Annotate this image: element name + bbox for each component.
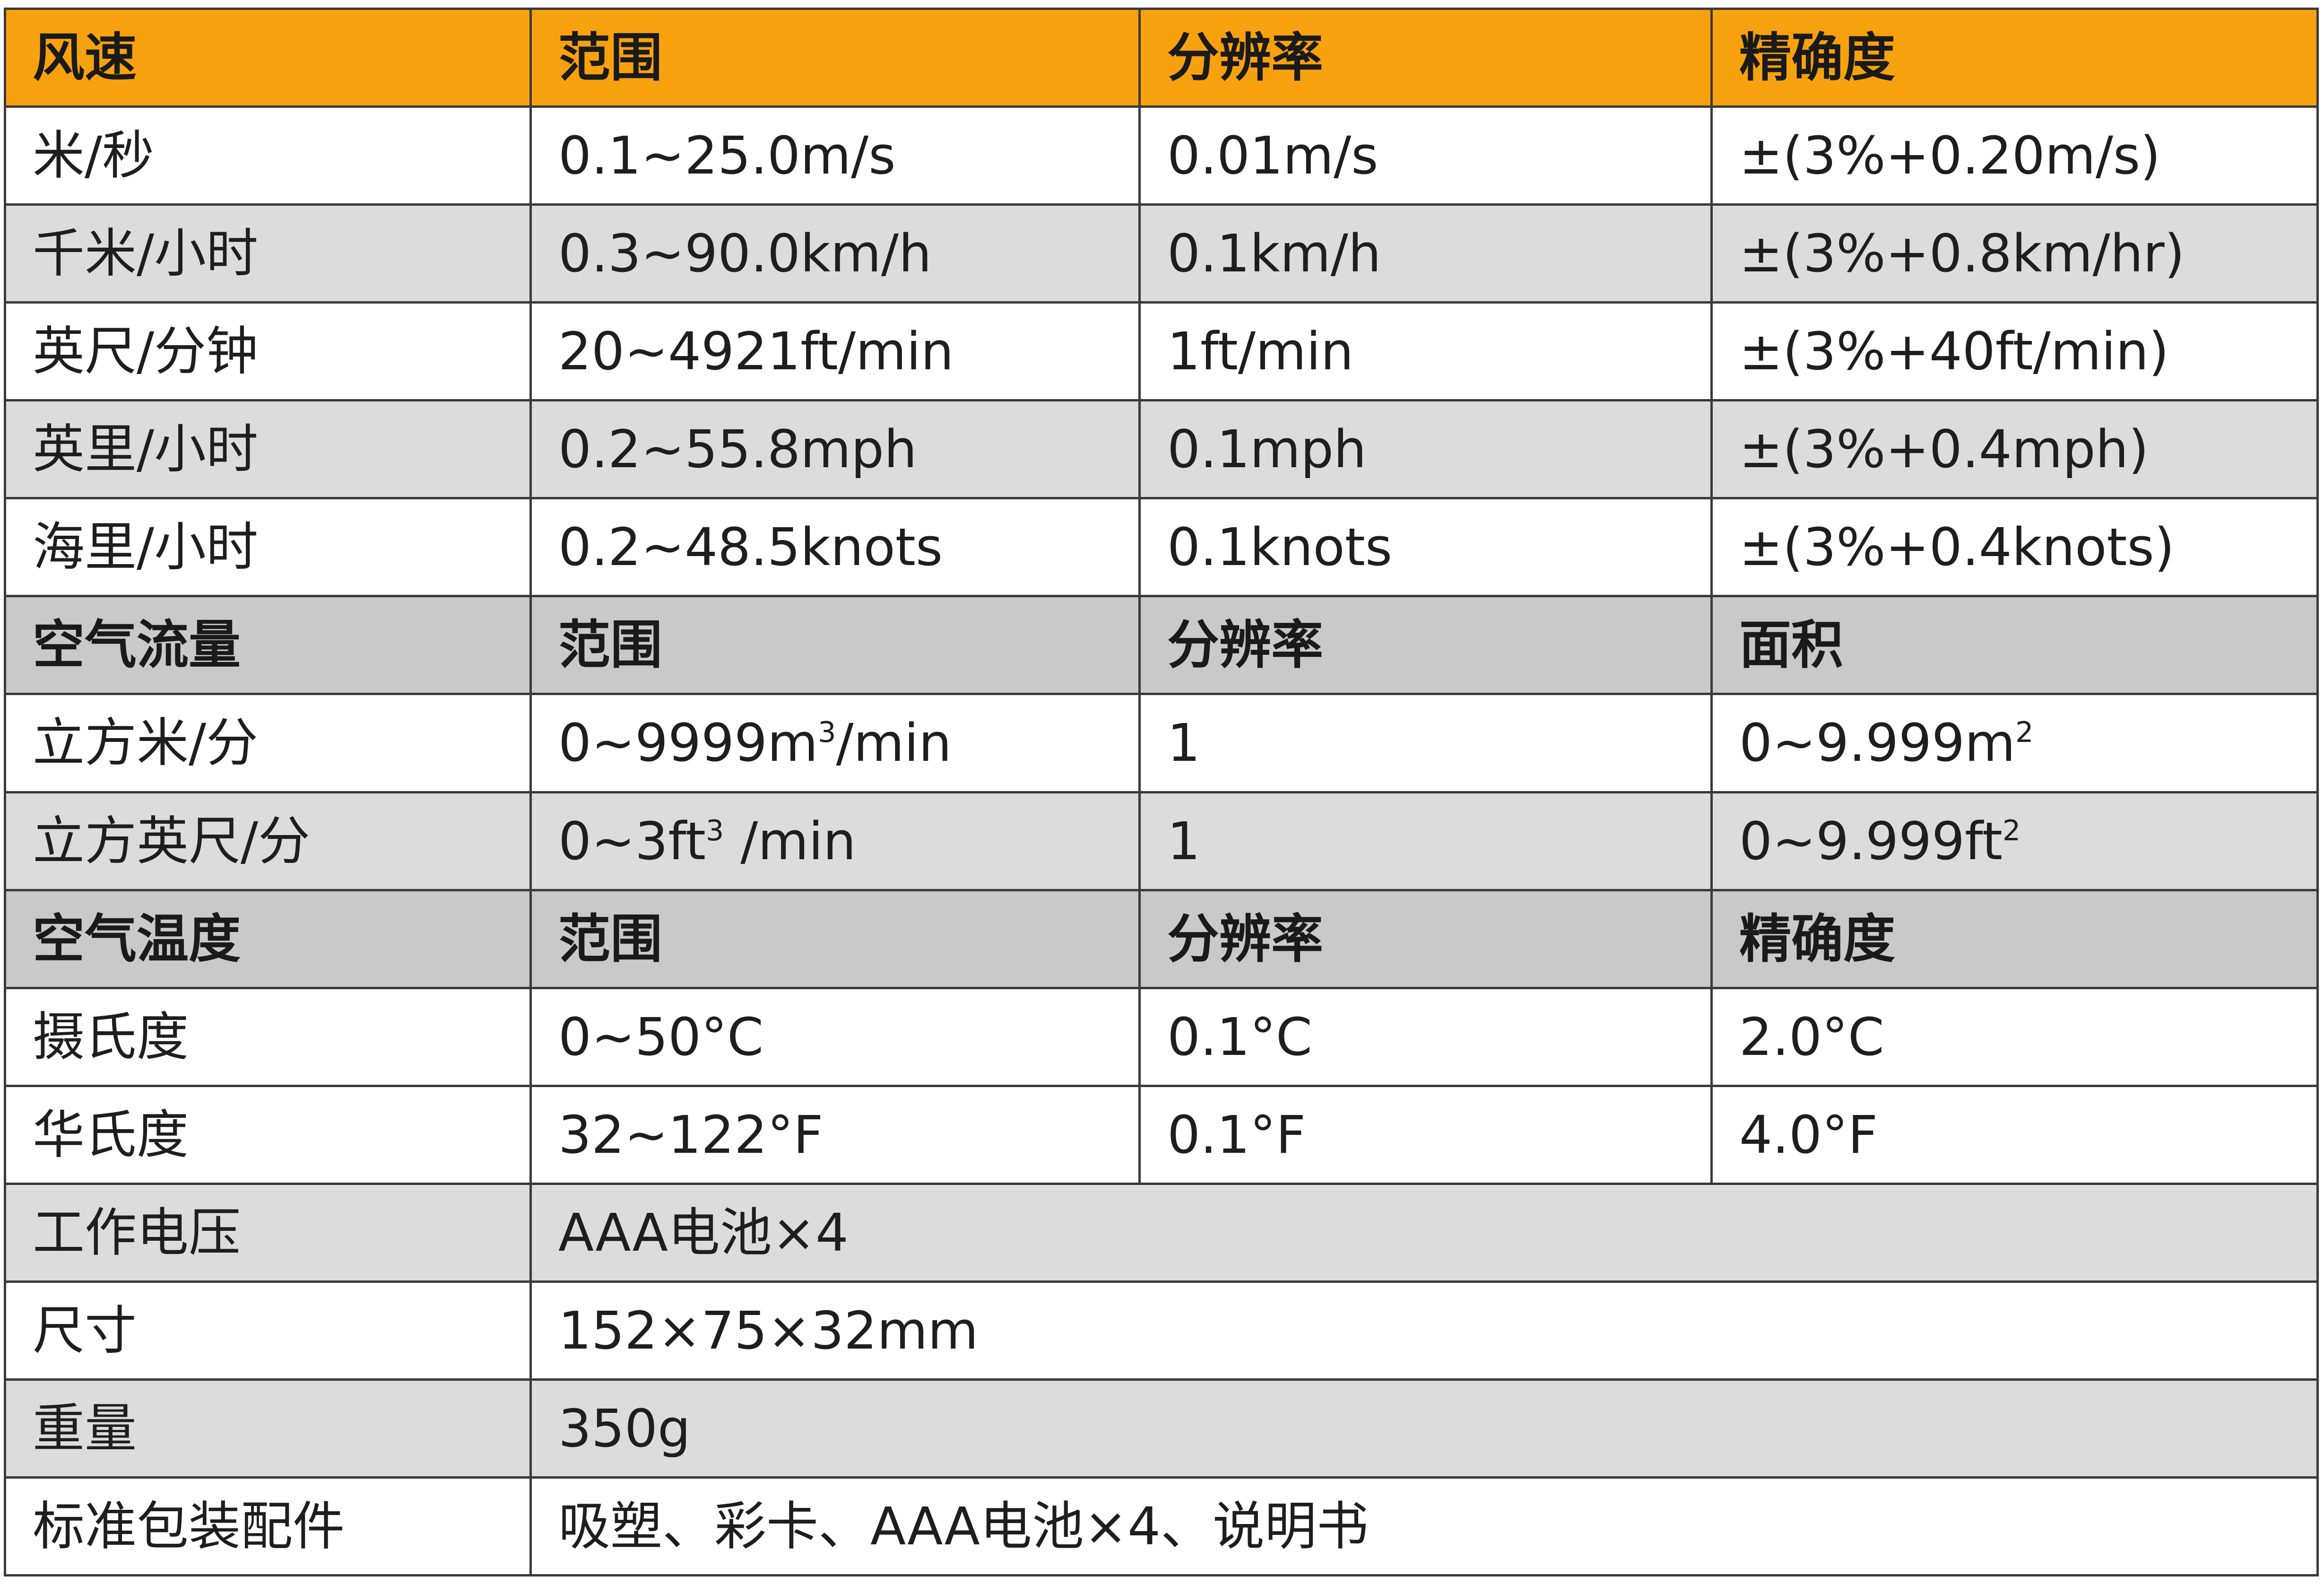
- range-exponent: 3: [706, 814, 724, 847]
- unit-cell: 千米/小时: [4, 203, 532, 304]
- range-cell: 0.3~90.0km/h: [529, 203, 1141, 304]
- accuracy-cell: 2.0°C: [1710, 986, 2319, 1087]
- area-cell: 0~9.999m2: [1710, 693, 2319, 793]
- resolution-cell: 1: [1138, 693, 1713, 793]
- resolution-cell: 0.1km/h: [1138, 203, 1713, 304]
- table-row: 华氏度 32~122°F 0.1°F 4.0°F: [4, 1084, 2319, 1185]
- resolution-cell: 0.01m/s: [1138, 105, 1713, 206]
- accuracy-cell: ±(3%+0.4mph): [1710, 399, 2319, 500]
- accuracy-cell: ±(3%+0.4knots): [1710, 497, 2319, 598]
- table-row: 工作电压 AAA电池×4: [4, 1182, 2319, 1283]
- table-row: 尺寸 152×75×32mm: [4, 1280, 2319, 1381]
- resolution-cell: 0.1mph: [1138, 399, 1713, 500]
- header-cell-accuracy: 精确度: [1710, 888, 2319, 989]
- header-cell-range: 范围: [529, 595, 1141, 696]
- resolution-cell: 1ft/min: [1138, 301, 1713, 402]
- area-exponent: 2: [2015, 716, 2034, 749]
- table-row: 英尺/分钟 20~4921ft/min 1ft/min ±(3%+40ft/mi…: [4, 301, 2319, 402]
- header-cell-range: 范围: [529, 7, 1141, 108]
- header-cell-range: 范围: [529, 888, 1141, 989]
- range-cell: 0~9999m3/min: [529, 693, 1141, 793]
- unit-cell: 米/秒: [4, 105, 532, 206]
- unit-cell: 立方米/分: [4, 693, 532, 793]
- header-cell-area: 面积: [1710, 595, 2319, 696]
- unit-cell: 海里/小时: [4, 497, 532, 598]
- table-row: 千米/小时 0.3~90.0km/h 0.1km/h ±(3%+0.8km/hr…: [4, 203, 2319, 304]
- table-row: 标准包装配件 吸塑、彩卡、AAA电池×4、说明书: [4, 1476, 2319, 1577]
- unit-cell: 立方英尺/分: [4, 791, 532, 891]
- resolution-cell: 0.1°F: [1138, 1084, 1713, 1185]
- range-cell: 0.1~25.0m/s: [529, 105, 1141, 206]
- spec-value-cell: AAA电池×4: [529, 1182, 2319, 1283]
- spec-value-cell: 吸塑、彩卡、AAA电池×4、说明书: [529, 1476, 2319, 1577]
- area-exponent: 2: [2002, 814, 2021, 847]
- range-cell: 0~3ft3 /min: [529, 791, 1141, 891]
- spec-label-cell: 标准包装配件: [4, 1476, 532, 1577]
- range-unit: /min: [836, 713, 952, 774]
- air-temperature-header-row: 空气温度 范围 分辨率 精确度: [4, 888, 2319, 989]
- header-cell-resolution: 分辨率: [1138, 595, 1713, 696]
- air-flow-header-row: 空气流量 范围 分辨率 面积: [4, 595, 2319, 696]
- spec-label-cell: 工作电压: [4, 1182, 532, 1283]
- accuracy-cell: ±(3%+0.8km/hr): [1710, 203, 2319, 304]
- spec-value-cell: 350g: [529, 1378, 2319, 1479]
- area-value: 0~9.999m: [1739, 713, 2016, 774]
- range-exponent: 3: [818, 716, 836, 749]
- unit-cell: 英里/小时: [4, 399, 532, 500]
- area-cell: 0~9.999ft2: [1710, 791, 2319, 891]
- header-cell-accuracy: 精确度: [1710, 7, 2319, 108]
- header-cell-parameter: 风速: [4, 7, 532, 108]
- resolution-cell: 1: [1138, 791, 1713, 891]
- unit-cell: 华氏度: [4, 1084, 532, 1185]
- header-cell-resolution: 分辨率: [1138, 7, 1713, 108]
- range-cell: 0.2~55.8mph: [529, 399, 1141, 500]
- table-row: 英里/小时 0.2~55.8mph 0.1mph ±(3%+0.4mph): [4, 399, 2319, 500]
- specification-table: 风速 范围 分辨率 精确度 米/秒 0.1~25.0m/s 0.01m/s ±(…: [4, 7, 2319, 1577]
- area-value: 0~9.999ft: [1739, 810, 2003, 871]
- resolution-cell: 0.1°C: [1138, 986, 1713, 1087]
- range-unit: /min: [724, 810, 856, 871]
- range-cell: 20~4921ft/min: [529, 301, 1141, 402]
- accuracy-cell: ±(3%+0.20m/s): [1710, 105, 2319, 206]
- table-row: 摄氏度 0~50°C 0.1°C 2.0°C: [4, 986, 2319, 1087]
- wind-speed-header-row: 风速 范围 分辨率 精确度: [4, 7, 2319, 108]
- range-value: 0~3ft: [558, 810, 706, 871]
- table-row: 立方英尺/分 0~3ft3 /min 1 0~9.999ft2: [4, 791, 2319, 891]
- table-row: 海里/小时 0.2~48.5knots 0.1knots ±(3%+0.4kno…: [4, 497, 2319, 598]
- range-cell: 32~122°F: [529, 1084, 1141, 1185]
- header-cell-resolution: 分辨率: [1138, 888, 1713, 989]
- spec-label-cell: 尺寸: [4, 1280, 532, 1381]
- table-row: 重量 350g: [4, 1378, 2319, 1479]
- range-cell: 0.2~48.5knots: [529, 497, 1141, 598]
- spec-value-cell: 152×75×32mm: [529, 1280, 2319, 1381]
- header-cell-parameter: 空气流量: [4, 595, 532, 696]
- spec-label-cell: 重量: [4, 1378, 532, 1479]
- table-row: 立方米/分 0~9999m3/min 1 0~9.999m2: [4, 693, 2319, 793]
- accuracy-cell: ±(3%+40ft/min): [1710, 301, 2319, 402]
- range-cell: 0~50°C: [529, 986, 1141, 1087]
- table-row: 米/秒 0.1~25.0m/s 0.01m/s ±(3%+0.20m/s): [4, 105, 2319, 206]
- unit-cell: 摄氏度: [4, 986, 532, 1087]
- header-cell-parameter: 空气温度: [4, 888, 532, 989]
- accuracy-cell: 4.0°F: [1710, 1084, 2319, 1185]
- range-value: 0~9999m: [558, 713, 818, 774]
- resolution-cell: 0.1knots: [1138, 497, 1713, 598]
- unit-cell: 英尺/分钟: [4, 301, 532, 402]
